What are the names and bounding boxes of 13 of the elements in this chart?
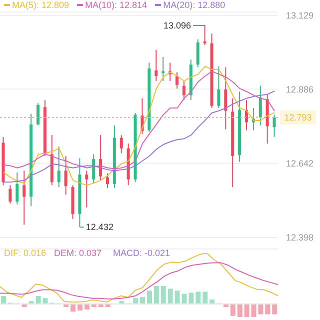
y-tick-label: 12.642 <box>286 158 314 169</box>
y-tick-label: 13.129 <box>286 10 314 21</box>
y-tick-label: 12.398 <box>286 232 314 243</box>
y-tick-label: 12.886 <box>286 84 314 94</box>
text: MACD: -0.021 <box>113 248 170 258</box>
text: DIF: 0.016 <box>4 248 46 258</box>
legend-label: MA(10): 12.814 <box>84 0 148 10</box>
legend-label: MA(20): 12.880 <box>162 0 226 10</box>
ref-line-label: 12.793 <box>284 112 312 122</box>
text: DEM: 0.037 <box>54 248 102 258</box>
legend-label: MA(5): 12.809 <box>11 0 70 10</box>
annotation: 13.096 <box>163 20 192 30</box>
annotation: 12.432 <box>86 222 114 232</box>
